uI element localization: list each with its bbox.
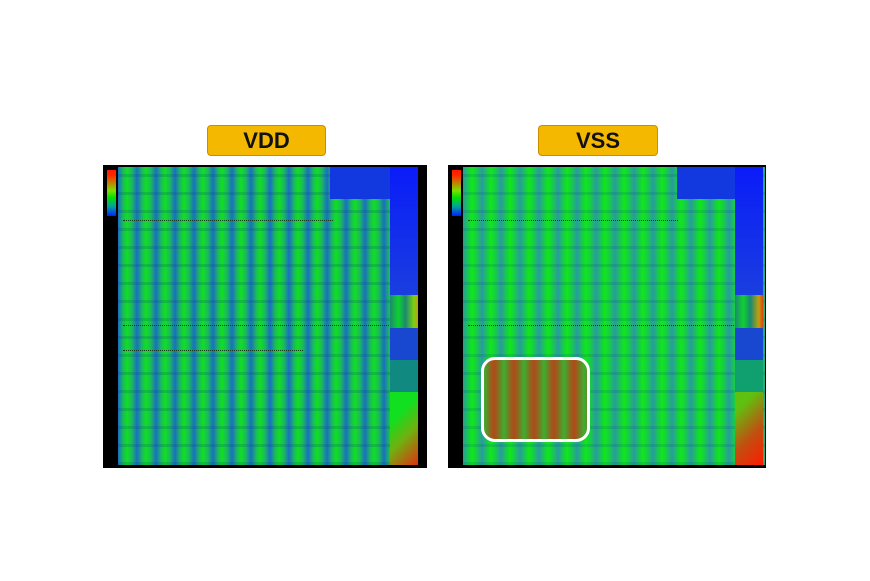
vss-block-col-blue2 <box>735 328 763 360</box>
vdd-block-top <box>330 167 390 199</box>
vdd-block-col-hot <box>390 392 418 465</box>
vdd-map-core <box>118 167 415 465</box>
vss-label: VSS <box>538 125 658 156</box>
color-scale-legend <box>452 170 461 216</box>
vss-block-col-blue <box>735 167 763 295</box>
vdd-label: VDD <box>207 125 326 156</box>
vdd-heatmap <box>103 165 427 468</box>
hotspot-highlight-box <box>481 357 590 442</box>
vdd-block-col-teal <box>390 360 418 392</box>
vss-block-top <box>677 167 735 199</box>
vdd-block-col-stripe <box>390 295 418 328</box>
vss-block-col-stripe <box>735 295 763 328</box>
vss-block-col-hot <box>735 392 763 465</box>
vdd-block-col-blue <box>390 167 418 295</box>
vss-block-col-teal <box>735 360 763 392</box>
vdd-block-col-blue2 <box>390 328 418 360</box>
color-scale-legend <box>107 170 116 216</box>
vss-heatmap <box>448 165 766 468</box>
